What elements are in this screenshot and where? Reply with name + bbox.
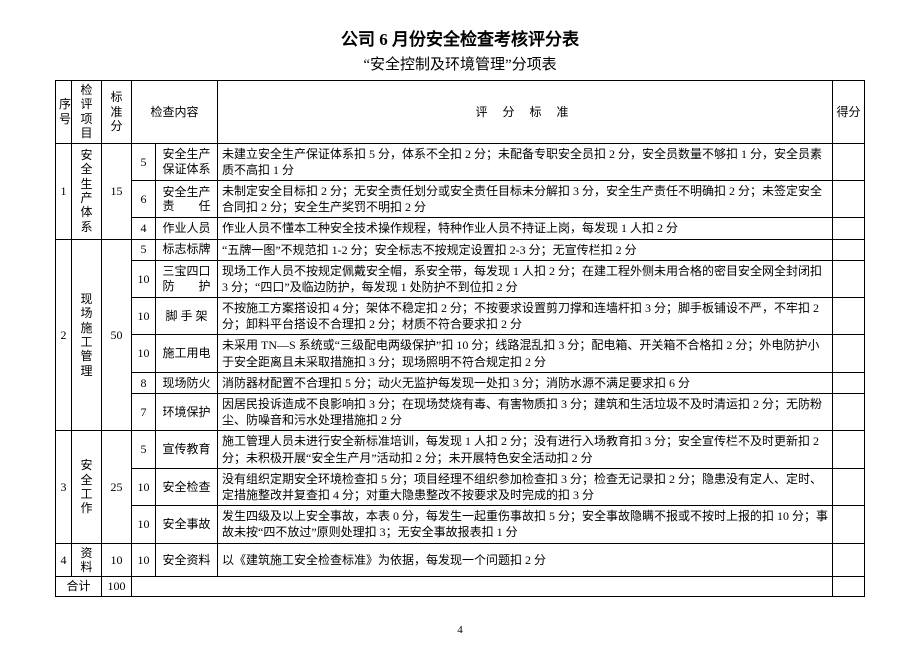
criteria-cell: 发生四级及以上安全事故，本表 0 分，每发生一起重伤事故扣 5 分；安全事故隐瞒… xyxy=(218,506,833,543)
total-score-cell xyxy=(833,577,865,596)
table-row: 1安全生产体系155安全生产保证体系未建立安全生产保证体系扣 5 分，体系不全扣… xyxy=(56,143,865,180)
score-cell xyxy=(833,506,865,543)
project-cell: 资料 xyxy=(72,543,102,577)
total-blank-cell xyxy=(132,577,833,596)
table-row: 10安全事故发生四级及以上安全事故，本表 0 分，每发生一起重伤事故扣 5 分；… xyxy=(56,506,865,543)
col-seq: 序号 xyxy=(56,81,72,144)
criteria-cell: 消防器材配置不合理扣 5 分；动火无监护每发现一处扣 3 分；消防水源不满足要求… xyxy=(218,372,833,393)
sub-score-cell: 5 xyxy=(132,239,156,260)
table-row: 7环境保护因居民投诉造成不良影响扣 3 分；在现场焚烧有毒、有害物质扣 3 分；… xyxy=(56,394,865,431)
item-name-cell: 安全生产保证体系 xyxy=(156,143,218,180)
criteria-cell: “五牌一图”不规范扣 1-2 分；安全标志不按规定设置扣 2-3 分；无宣传栏扣… xyxy=(218,239,833,260)
score-cell xyxy=(833,239,865,260)
sub-score-cell: 5 xyxy=(132,431,156,468)
score-cell xyxy=(833,431,865,468)
table-header-row: 序号 检评项目 标准分 检查内容 评 分 标 准 得分 xyxy=(56,81,865,144)
score-cell xyxy=(833,260,865,297)
criteria-cell: 未制定安全目标扣 2 分；无安全责任划分或安全责任目标未分解扣 3 分，安全生产… xyxy=(218,180,833,217)
table-row: 2现场施工管理505标志标牌“五牌一图”不规范扣 1-2 分；安全标志不按规定设… xyxy=(56,239,865,260)
table-row: 10施工用电未采用 TN—S 系统或“三级配电两级保护”扣 10 分；线路混乱扣… xyxy=(56,335,865,372)
sub-score-cell: 4 xyxy=(132,218,156,239)
score-cell xyxy=(833,335,865,372)
sub-score-cell: 10 xyxy=(132,543,156,577)
table-row: 4作业人员作业人员不懂本工种安全技术操作规程，特种作业人员不持证上岗，每发现 1… xyxy=(56,218,865,239)
score-cell xyxy=(833,298,865,335)
criteria-cell: 现场工作人员不按规定佩戴安全帽，系安全带，每发现 1 人扣 2 分；在建工程外侧… xyxy=(218,260,833,297)
page-number: 4 xyxy=(0,624,920,636)
criteria-cell: 未采用 TN—S 系统或“三级配电两级保护”扣 10 分；线路混乱扣 3 分；配… xyxy=(218,335,833,372)
table-row: 10三宝四口防 护现场工作人员不按规定佩戴安全帽，系安全带，每发现 1 人扣 2… xyxy=(56,260,865,297)
item-name-cell: 现场防火 xyxy=(156,372,218,393)
score-cell xyxy=(833,372,865,393)
item-name-cell: 安全事故 xyxy=(156,506,218,543)
table-row: 4资料1010安全资料以《建筑施工安全检查标准》为依据，每发现一个问题扣 2 分 xyxy=(56,543,865,577)
std-cell: 15 xyxy=(102,143,132,239)
item-name-cell: 脚 手 架 xyxy=(156,298,218,335)
item-name-cell: 作业人员 xyxy=(156,218,218,239)
total-value-cell: 100 xyxy=(102,577,132,596)
item-name-cell: 安全生产责 任 xyxy=(156,180,218,217)
table-row: 10脚 手 架不按施工方案搭设扣 4 分；架体不稳定扣 2 分；不按要求设置剪刀… xyxy=(56,298,865,335)
evaluation-table: 序号 检评项目 标准分 检查内容 评 分 标 准 得分 1安全生产体系155安全… xyxy=(55,80,865,597)
table-body: 1安全生产体系155安全生产保证体系未建立安全生产保证体系扣 5 分，体系不全扣… xyxy=(56,143,865,596)
item-name-cell: 安全资料 xyxy=(156,543,218,577)
document-subtitle: “安全控制及环境管理”分项表 xyxy=(55,53,865,74)
col-std: 标准分 xyxy=(102,81,132,144)
criteria-cell: 以《建筑施工安全检查标准》为依据，每发现一个问题扣 2 分 xyxy=(218,543,833,577)
sub-score-cell: 7 xyxy=(132,394,156,431)
sub-score-cell: 5 xyxy=(132,143,156,180)
col-project: 检评项目 xyxy=(72,81,102,144)
sub-score-cell: 10 xyxy=(132,260,156,297)
score-cell xyxy=(833,218,865,239)
seq-cell: 1 xyxy=(56,143,72,239)
item-name-cell: 三宝四口防 护 xyxy=(156,260,218,297)
document-page: 公司 6 月份安全检查考核评分表 “安全控制及环境管理”分项表 序号 检评项目 … xyxy=(0,0,920,651)
criteria-cell: 没有组织定期安全环境检查扣 5 分；项目经理不组织参加检查扣 3 分；检查无记录… xyxy=(218,468,833,505)
seq-cell: 4 xyxy=(56,543,72,577)
criteria-cell: 未建立安全生产保证体系扣 5 分，体系不全扣 2 分；未配备专职安全员扣 2 分… xyxy=(218,143,833,180)
project-cell: 现场施工管理 xyxy=(72,239,102,431)
std-cell: 25 xyxy=(102,431,132,543)
criteria-cell: 施工管理人员未进行安全新标准培训，每发现 1 人扣 2 分；没有进行入场教育扣 … xyxy=(218,431,833,468)
project-cell: 安全生产体系 xyxy=(72,143,102,239)
sub-score-cell: 10 xyxy=(132,506,156,543)
item-name-cell: 安全检查 xyxy=(156,468,218,505)
criteria-cell: 不按施工方案搭设扣 4 分；架体不稳定扣 2 分；不按要求设置剪刀撑和连墙杆扣 … xyxy=(218,298,833,335)
score-cell xyxy=(833,180,865,217)
total-row: 合计100 xyxy=(56,577,865,596)
item-name-cell: 标志标牌 xyxy=(156,239,218,260)
score-cell xyxy=(833,543,865,577)
score-cell xyxy=(833,468,865,505)
table-row: 8现场防火消防器材配置不合理扣 5 分；动火无监护每发现一处扣 3 分；消防水源… xyxy=(56,372,865,393)
sub-score-cell: 10 xyxy=(132,335,156,372)
sub-score-cell: 10 xyxy=(132,468,156,505)
seq-cell: 2 xyxy=(56,239,72,431)
item-name-cell: 施工用电 xyxy=(156,335,218,372)
score-cell xyxy=(833,394,865,431)
std-cell: 10 xyxy=(102,543,132,577)
sub-score-cell: 8 xyxy=(132,372,156,393)
table-row: 10安全检查没有组织定期安全环境检查扣 5 分；项目经理不组织参加检查扣 3 分… xyxy=(56,468,865,505)
sub-score-cell: 10 xyxy=(132,298,156,335)
table-row: 3安全工作255宣传教育施工管理人员未进行安全新标准培训，每发现 1 人扣 2 … xyxy=(56,431,865,468)
score-cell xyxy=(833,143,865,180)
col-score: 得分 xyxy=(833,81,865,144)
item-name-cell: 宣传教育 xyxy=(156,431,218,468)
criteria-cell: 因居民投诉造成不良影响扣 3 分；在现场焚烧有毒、有害物质扣 3 分；建筑和生活… xyxy=(218,394,833,431)
table-row: 6安全生产责 任未制定安全目标扣 2 分；无安全责任划分或安全责任目标未分解扣 … xyxy=(56,180,865,217)
sub-score-cell: 6 xyxy=(132,180,156,217)
project-cell: 安全工作 xyxy=(72,431,102,543)
total-label-cell: 合计 xyxy=(56,577,102,596)
seq-cell: 3 xyxy=(56,431,72,543)
item-name-cell: 环境保护 xyxy=(156,394,218,431)
col-content: 检查内容 xyxy=(132,81,218,144)
std-cell: 50 xyxy=(102,239,132,431)
criteria-cell: 作业人员不懂本工种安全技术操作规程，特种作业人员不持证上岗，每发现 1 人扣 2… xyxy=(218,218,833,239)
document-title: 公司 6 月份安全检查考核评分表 xyxy=(55,25,865,50)
col-criteria: 评 分 标 准 xyxy=(218,81,833,144)
